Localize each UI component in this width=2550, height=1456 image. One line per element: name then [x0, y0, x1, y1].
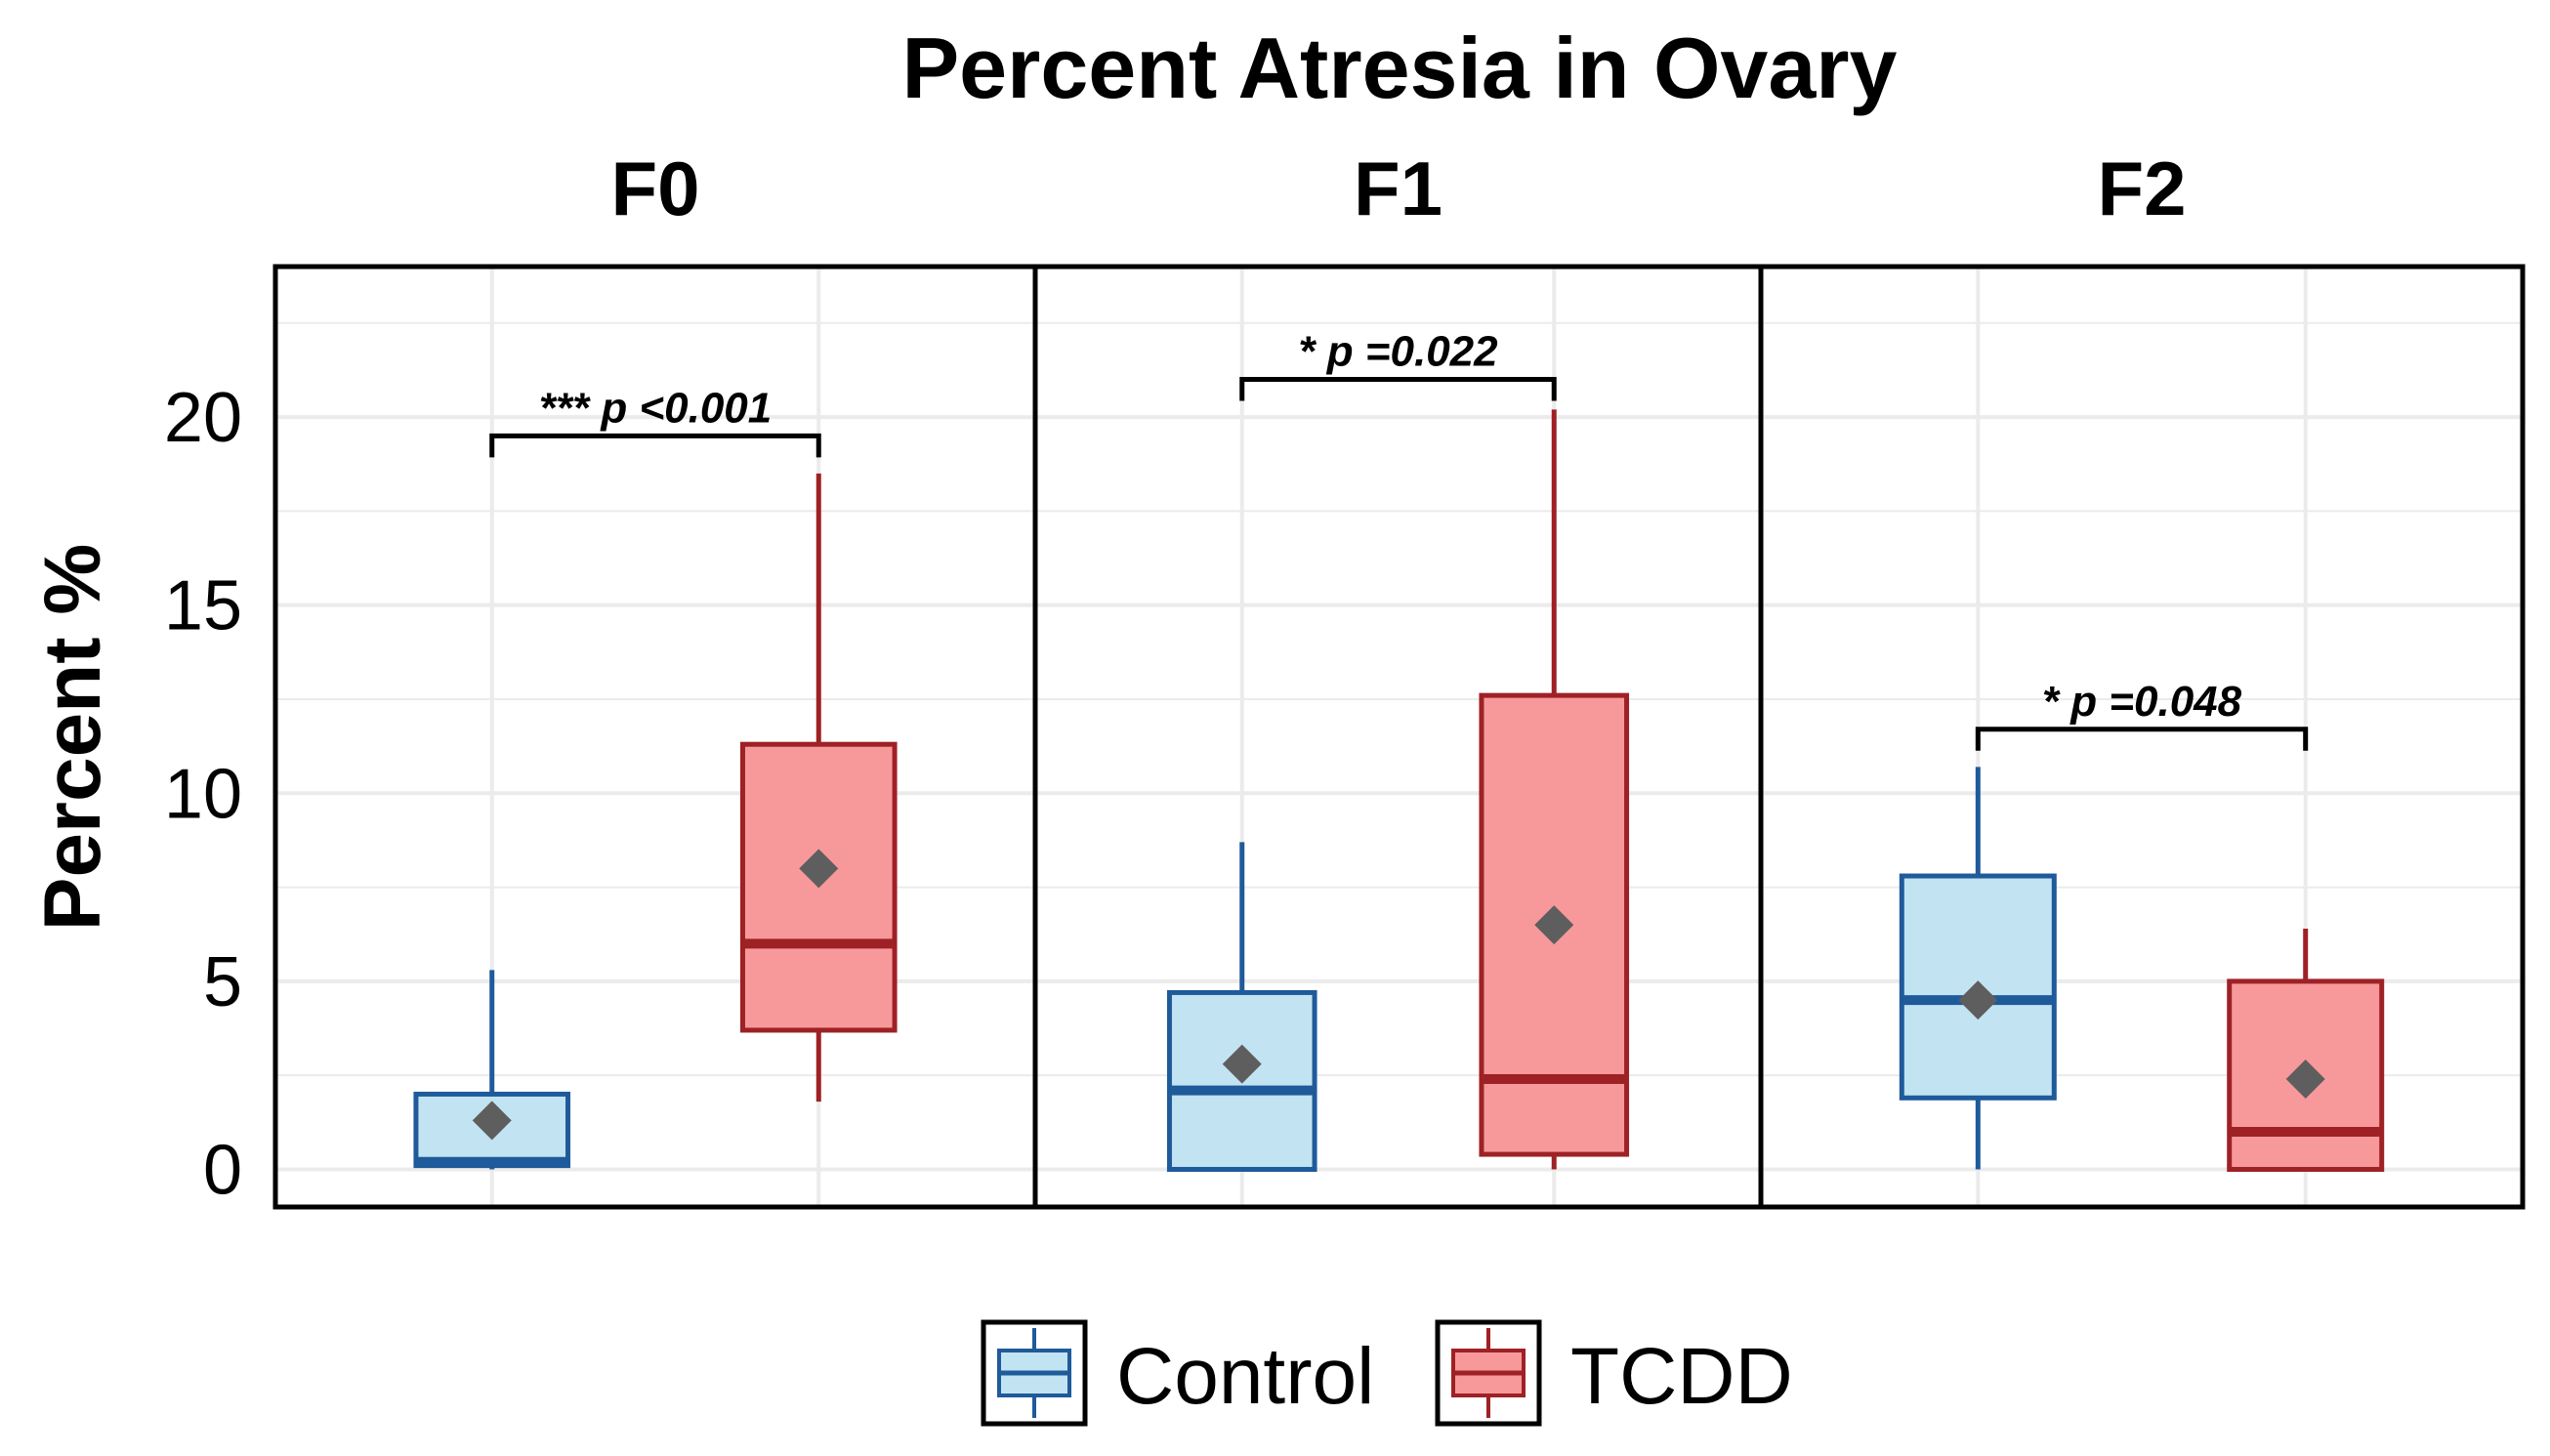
facet-label: F1	[1354, 146, 1442, 231]
y-tick-label: 10	[164, 755, 242, 833]
mean-marker	[2285, 1060, 2325, 1100]
panel-background	[275, 267, 1035, 1207]
mean-marker	[1222, 1044, 1262, 1084]
facet-panels: F0 *** p <0.001 F1 * p =0.022 F2 * p =0.048	[272, 146, 2526, 1210]
panel-border	[1758, 264, 2526, 1210]
significance-bracket	[1975, 727, 2309, 751]
significance-bracket	[489, 433, 821, 458]
facet-panel-f2: F2 * p =0.048	[1758, 146, 2526, 1210]
significance-label: *** p <0.001	[539, 384, 773, 432]
facet-panel-f0: F0 *** p <0.001	[272, 146, 1038, 1210]
box-tcdd	[2227, 928, 2385, 1172]
legend-label: TCDD	[1570, 1332, 1793, 1421]
y-tick-label: 15	[164, 567, 242, 645]
y-axis-ticks: 0 5 10 15 20	[164, 379, 242, 1209]
mean-marker	[799, 849, 839, 889]
y-tick-label: 0	[203, 1131, 242, 1209]
facet-label: F0	[610, 146, 699, 231]
legend-item-tcdd: TCDD	[1435, 1319, 1793, 1427]
mean-marker	[1958, 980, 1998, 1020]
mean-marker	[472, 1101, 512, 1141]
significance-label: * p =0.022	[1298, 328, 1498, 376]
y-axis-label: Percent %	[28, 544, 117, 932]
panel-background	[1761, 267, 2523, 1207]
panel-background	[1035, 267, 1761, 1207]
legend-item-control: Control	[981, 1319, 1374, 1427]
legend: Control TCDD	[981, 1319, 1793, 1427]
facet-label: F2	[2097, 146, 2186, 231]
box-tcdd	[739, 473, 898, 1102]
legend-label: Control	[1116, 1332, 1374, 1421]
facet-panel-f1: F1 * p =0.022	[1032, 146, 1764, 1210]
y-tick-label: 20	[164, 379, 242, 457]
y-tick-label: 5	[203, 943, 242, 1021]
mean-marker	[1534, 905, 1574, 945]
box-control	[1899, 767, 2057, 1170]
significance-bracket	[1239, 377, 1557, 401]
box-tcdd	[1479, 409, 1630, 1170]
chart-title: Percent Atresia in Ovary	[901, 20, 1897, 116]
box-control	[1166, 842, 1317, 1172]
box-control	[413, 970, 571, 1170]
significance-label: * p =0.048	[2042, 678, 2242, 726]
